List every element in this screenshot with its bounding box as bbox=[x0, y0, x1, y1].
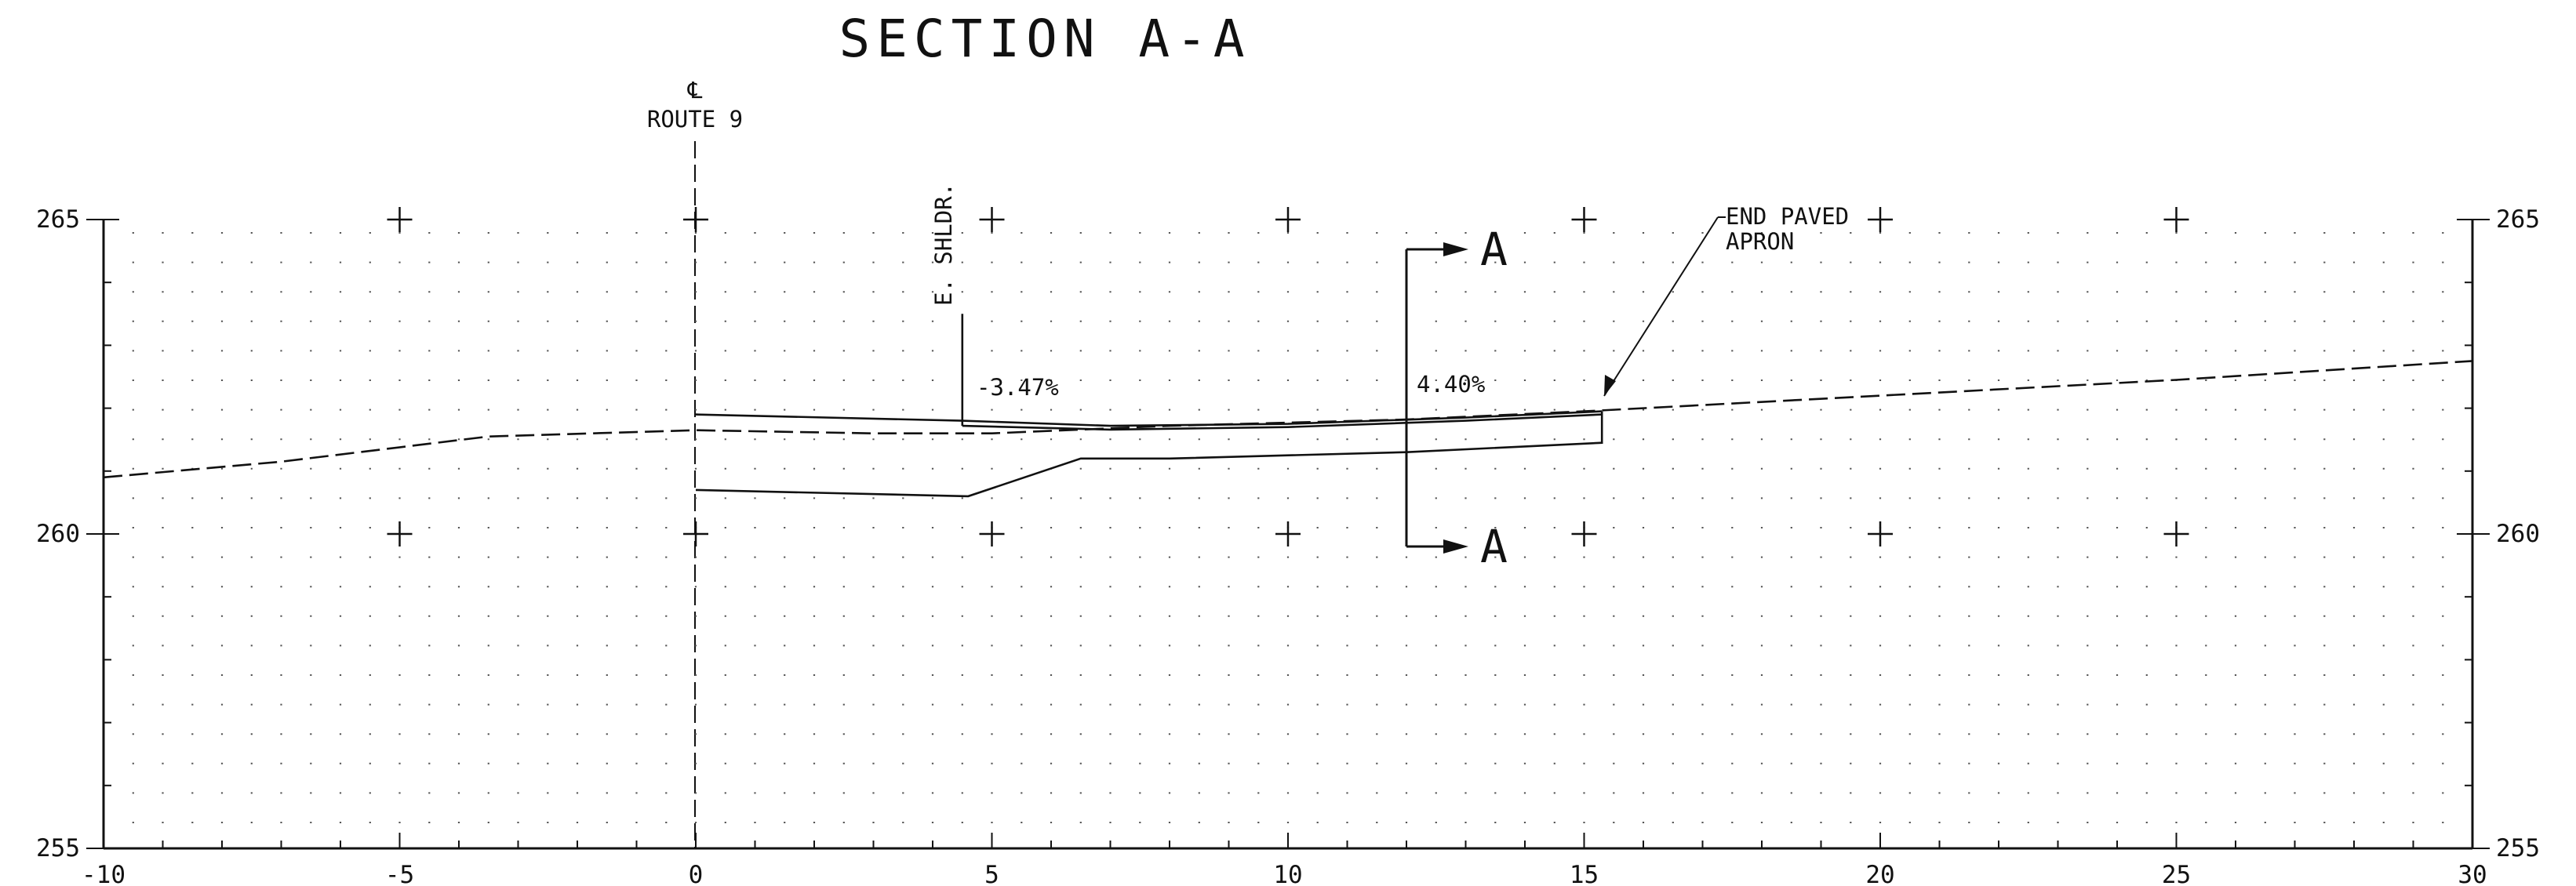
grid-crosshair bbox=[387, 207, 413, 232]
profile-line-4 bbox=[695, 411, 1603, 498]
grid-crosshair bbox=[979, 521, 1005, 546]
section-cut-marker: A A bbox=[1405, 223, 1508, 573]
chart-axes: -10 -5 0 5 10 15 20 25 30 255 255 260 260 265 265 bbox=[36, 205, 2540, 886]
callout-leader bbox=[1603, 216, 1719, 397]
callout-arrowhead bbox=[1604, 375, 1616, 396]
grid-crosshair bbox=[387, 521, 413, 546]
callout-line2: APRON bbox=[1726, 228, 1794, 255]
x-tick-label: 20 bbox=[1865, 861, 1894, 886]
x-tick-label: 25 bbox=[2162, 861, 2191, 886]
grid-crosshair bbox=[1275, 521, 1301, 546]
grid-crosshair bbox=[1868, 521, 1893, 546]
callout-line1: END PAVED bbox=[1726, 203, 1849, 230]
x-tick-label: 15 bbox=[1570, 861, 1599, 886]
y-tick-label-left: 255 bbox=[36, 834, 80, 862]
x-tick-label: 0 bbox=[689, 861, 704, 886]
y-tick-label-right: 255 bbox=[2496, 834, 2540, 862]
y-tick-label-left: 260 bbox=[36, 520, 80, 548]
profile-line-2 bbox=[695, 410, 1603, 427]
grid-crosshair bbox=[1571, 521, 1597, 546]
x-tick-label: 30 bbox=[2458, 861, 2487, 886]
y-tick-label-left: 265 bbox=[36, 205, 80, 234]
grid-crosshair bbox=[1571, 207, 1597, 232]
x-tick-label: 5 bbox=[984, 861, 999, 886]
x-tick-label: -10 bbox=[82, 861, 126, 886]
y-tick-label-right: 265 bbox=[2496, 205, 2540, 234]
slope-right-label: 4.40% bbox=[1417, 371, 1485, 398]
profile-line-1 bbox=[103, 360, 2473, 479]
grid-crosshair bbox=[979, 207, 1005, 232]
x-tick-label: -5 bbox=[385, 861, 414, 886]
profile-line-3 bbox=[962, 413, 1603, 431]
section-letter-top: A bbox=[1480, 223, 1508, 276]
grid-crosshair bbox=[2163, 521, 2189, 546]
section-arrow-top-head bbox=[1443, 242, 1468, 256]
centerline-label: ROUTE 9 bbox=[647, 106, 743, 133]
centerline-symbol: ℄ bbox=[687, 77, 703, 103]
x-tick-label: 10 bbox=[1273, 861, 1302, 886]
profile-lines bbox=[103, 314, 2473, 498]
grid-crosshairs bbox=[387, 207, 2189, 546]
shoulder-label: E. SHLDR. bbox=[930, 183, 957, 306]
y-tick-label-right: 260 bbox=[2496, 520, 2540, 548]
section-letter-bottom: A bbox=[1480, 520, 1508, 573]
grid-crosshair bbox=[1868, 207, 1893, 232]
grid-crosshair bbox=[2163, 207, 2189, 232]
section-title: SECTION A-A bbox=[839, 9, 1250, 69]
section-arrow-bottom-head bbox=[1443, 539, 1468, 554]
grid-crosshair bbox=[683, 521, 708, 546]
slope-left-label: -3.47% bbox=[977, 374, 1059, 401]
grid-crosshair bbox=[683, 207, 708, 232]
grid-crosshair bbox=[1275, 207, 1301, 232]
